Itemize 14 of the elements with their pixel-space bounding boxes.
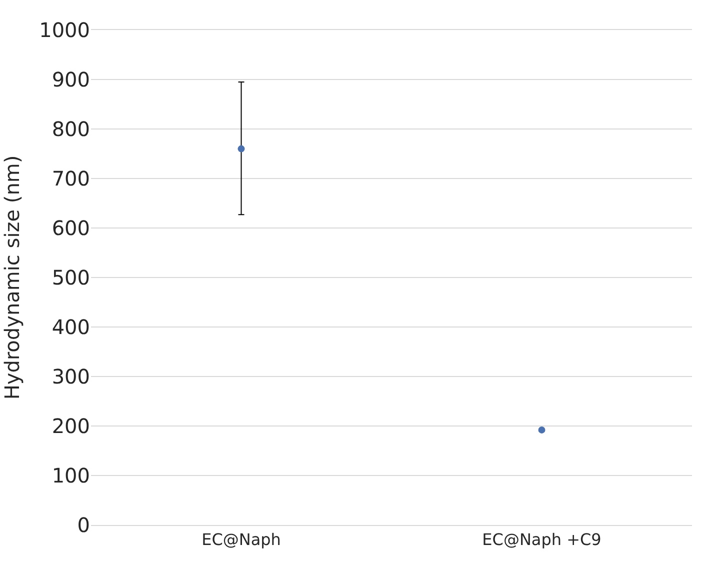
y-tick-label: 100: [52, 464, 90, 488]
x-tick-label: EC@Naph: [202, 530, 281, 550]
y-tick-label: 500: [52, 266, 90, 290]
y-axis-title: Hydrodynamic size (nm): [0, 155, 24, 400]
y-tick-label: 900: [52, 68, 90, 92]
y-tick-label: 700: [52, 166, 90, 190]
y-tick-label: 400: [52, 315, 90, 339]
y-tick-label: 1000: [39, 18, 90, 42]
y-tick-label: 600: [52, 216, 90, 240]
x-tick-label: EC@Naph +C9: [482, 530, 602, 550]
y-tick-label: 0: [77, 513, 90, 537]
y-tick-label: 200: [52, 414, 90, 438]
y-tick-label: 300: [52, 364, 90, 388]
y-tick-label: 800: [52, 117, 90, 141]
